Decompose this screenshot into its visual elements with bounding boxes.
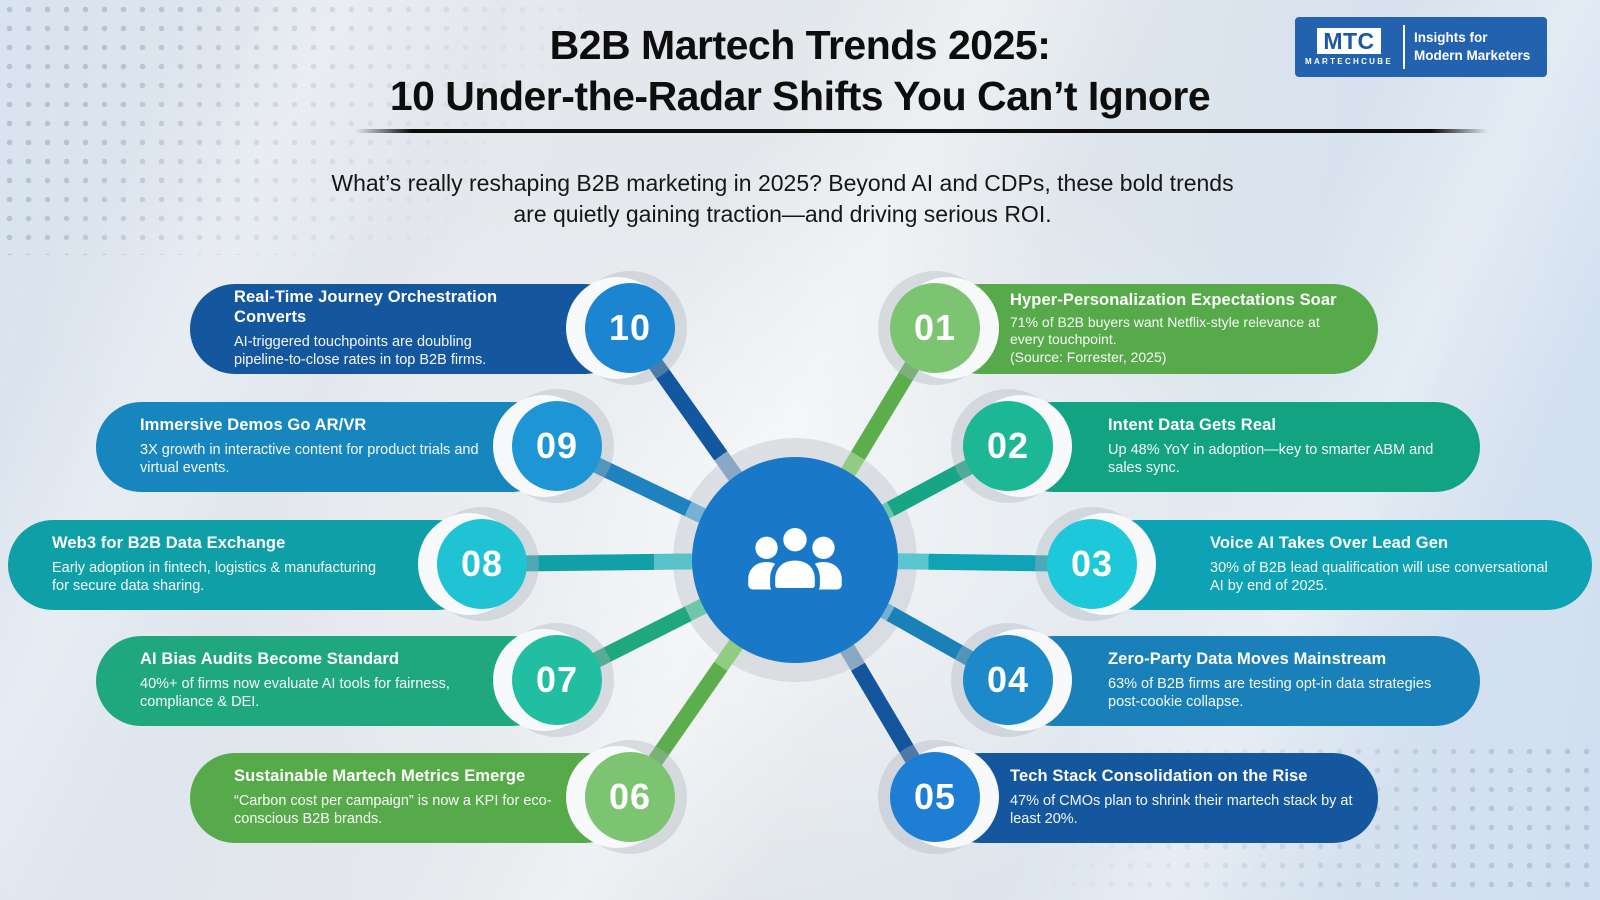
trend-number-badge: 10 [585, 283, 675, 373]
trend-number-badge: 06 [585, 752, 675, 842]
trend-body-text: 47% of CMOs plan to shrink their martech… [1010, 792, 1353, 828]
logo-tagline-line-2: Modern Marketers [1413, 48, 1531, 63]
trend-number-badge: 01 [890, 283, 980, 373]
trend-number-badge: 03 [1047, 519, 1137, 609]
subtitle-line-2: are quietly gaining traction—and driving… [513, 201, 1052, 228]
trend-description: 3X growth in interactive content for pro… [140, 441, 482, 478]
trend-description: 40%+ of firms now evaluate AI tools for … [140, 675, 497, 712]
trend-body-text: Up 48% YoY in adoption—key to smarter AB… [1108, 441, 1434, 477]
trend-number: 01 [913, 307, 957, 348]
trend-number: 05 [913, 776, 957, 817]
trend-description: 71% of B2B buyers want Netflix-style rel… [1010, 314, 1353, 368]
trend-number-badge: 05 [890, 752, 980, 842]
trend-number: 07 [535, 659, 579, 700]
trend-title: Hyper-Personalization Expectations Soar [1010, 290, 1337, 309]
trend-number-badge: 04 [963, 635, 1053, 725]
trend-card: Sustainable Martech Metrics Emerge “Carb… [190, 753, 630, 843]
trend-number-badge: 07 [512, 635, 602, 725]
people-group-icon [748, 522, 842, 594]
trend-title: Sustainable Martech Metrics Emerge [234, 767, 526, 786]
trend-number: 09 [535, 425, 579, 466]
trend-card: Zero-Party Data Moves Mainstream 63% of … [1008, 636, 1480, 726]
trend-title: Zero-Party Data Moves Mainstream [1108, 650, 1387, 669]
trend-card: Intent Data Gets Real Up 48% YoY in adop… [1008, 402, 1480, 492]
trend-number-badge: 09 [512, 401, 602, 491]
trend-body-text: 3X growth in interactive content for pro… [140, 441, 479, 477]
logo-tagline-line-1: Insights for [1413, 30, 1488, 46]
logo-acronym: MTC [1317, 27, 1381, 55]
logo-tagline: Insights for Modern Marketers [1414, 29, 1530, 64]
trend-description: AI-triggered touchpoints are doubling pi… [234, 333, 530, 370]
trend-body-text: 40%+ of firms now evaluate AI tools for … [140, 675, 450, 711]
trend-card: Voice AI Takes Over Lead Gen 30% of B2B … [1092, 520, 1592, 610]
logo-divider [1402, 25, 1405, 69]
trend-title: Web3 for B2B Data Exchange [52, 534, 286, 553]
trend-number: 04 [986, 659, 1030, 700]
trend-number: 08 [460, 543, 504, 584]
title-divider [355, 129, 1488, 133]
title-line-1: B2B Martech Trends 2025: [549, 22, 1051, 68]
trend-description: “Carbon cost per campaign” is now a KPI … [234, 792, 580, 829]
trend-body-text: “Carbon cost per campaign” is now a KPI … [234, 792, 552, 828]
trend-card: Hyper-Personalization Expectations Soar … [935, 284, 1378, 374]
trend-body-text: 71% of B2B buyers want Netflix-style rel… [1010, 313, 1320, 348]
trend-card: Web3 for B2B Data Exchange Early adoptio… [8, 520, 482, 610]
trend-body-text: 63% of B2B firms are testing opt-in data… [1108, 675, 1432, 711]
trend-number: 06 [608, 776, 652, 817]
trend-body-text: Early adoption in fintech, logistics & m… [52, 559, 377, 595]
trend-number: 03 [1070, 543, 1114, 584]
title-line-2: 10 Under-the-Radar Shifts You Can’t Igno… [389, 72, 1211, 119]
trend-title: Voice AI Takes Over Lead Gen [1210, 534, 1449, 553]
trend-source: (Source: Forrester, 2025) [1010, 349, 1167, 366]
trend-description: Up 48% YoY in adoption—key to smarter AB… [1108, 441, 1452, 478]
trend-number: 02 [986, 425, 1030, 466]
trend-title: Tech Stack Consolidation on the Rise [1010, 767, 1308, 786]
logo-left-block: MTC MARTECHCUBE [1305, 27, 1393, 67]
page-title: B2B Martech Trends 2025: 10 Under-the-Rad… [0, 20, 1600, 122]
trend-title: AI Bias Audits Become Standard [140, 650, 400, 669]
page-subtitle: What’s really reshaping B2B marketing in… [0, 168, 1565, 231]
trend-number: 10 [608, 307, 652, 348]
trend-number-badge: 08 [437, 519, 527, 609]
trend-description: Early adoption in fintech, logistics & m… [52, 559, 392, 596]
trend-description: 63% of B2B firms are testing opt-in data… [1108, 675, 1452, 712]
logo-brand-name: MARTECHCUBE [1305, 57, 1393, 67]
trend-description: 30% of B2B lead qualification will use c… [1210, 559, 1562, 596]
trend-description: 47% of CMOs plan to shrink their martech… [1010, 792, 1353, 829]
trend-body-text: AI-triggered touchpoints are doubling pi… [234, 333, 487, 369]
trend-card: Tech Stack Consolidation on the Rise 47%… [935, 753, 1378, 843]
trend-number-badge: 02 [963, 401, 1053, 491]
trend-card: Real-Time Journey Orchestration Converts… [190, 284, 630, 374]
trend-card: AI Bias Audits Become Standard 40%+ of f… [96, 636, 557, 726]
trend-title: Real-Time Journey Orchestration Converts [234, 288, 498, 326]
martechcube-logo: MTC MARTECHCUBE Insights for Modern Marke… [1295, 17, 1547, 77]
trend-card: Immersive Demos Go AR/VR 3X growth in in… [96, 402, 557, 492]
trend-body-text: 30% of B2B lead qualification will use c… [1210, 559, 1548, 595]
subtitle-line-1: What’s really reshaping B2B marketing in… [331, 170, 1234, 196]
trend-title: Immersive Demos Go AR/VR [140, 416, 367, 435]
central-hub [692, 457, 898, 663]
trend-title: Intent Data Gets Real [1108, 416, 1277, 435]
